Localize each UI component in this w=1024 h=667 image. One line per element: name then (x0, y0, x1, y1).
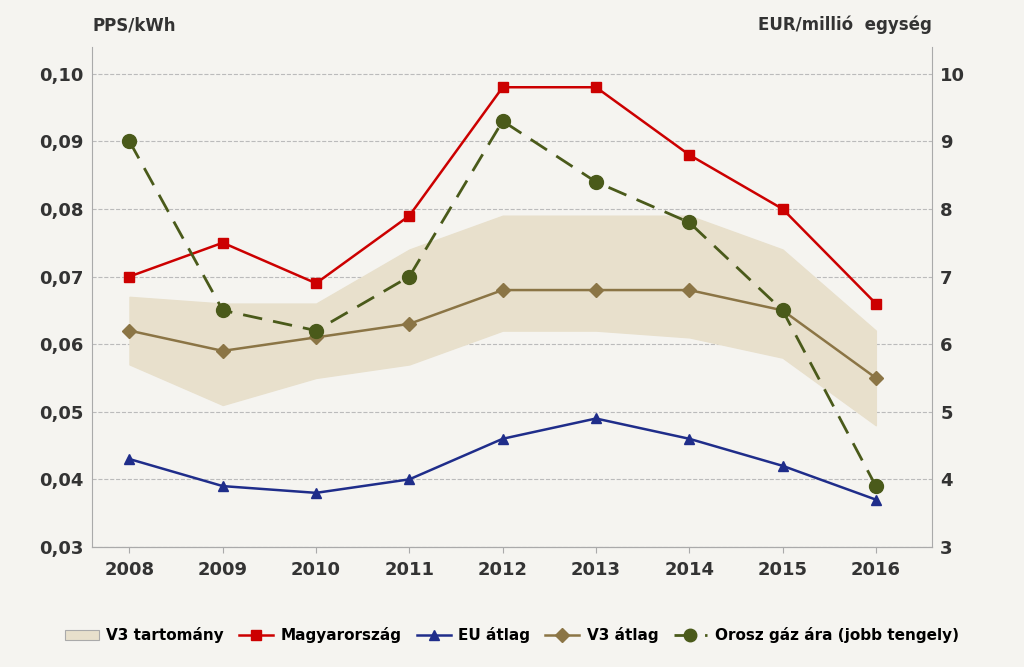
Legend: V3 tartomány, Magyarország, EU átlag, V3 átlag, Orosz gáz ára (jobb tengely): V3 tartomány, Magyarország, EU átlag, V3… (59, 621, 965, 650)
Text: EUR/millió  egység: EUR/millió egység (758, 16, 932, 34)
Text: PPS/kWh: PPS/kWh (92, 16, 176, 34)
